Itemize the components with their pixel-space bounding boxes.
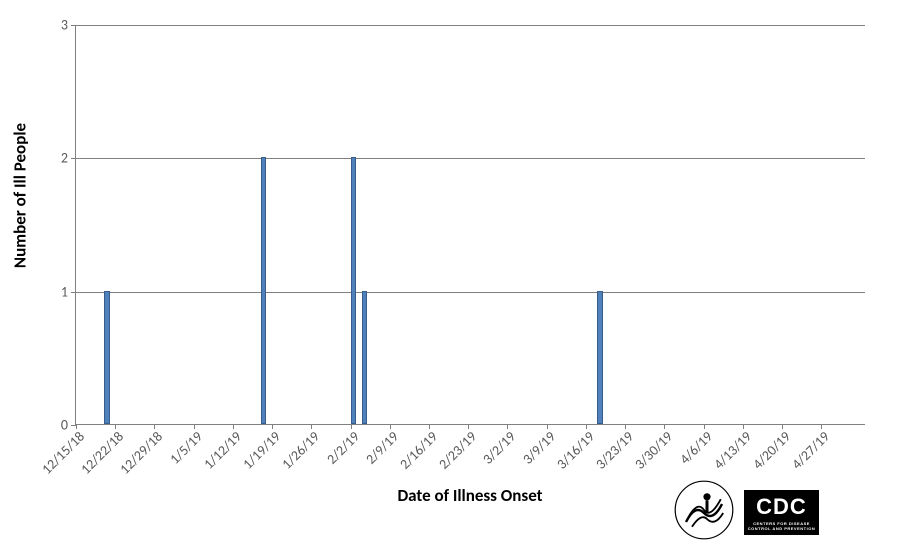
- logos: CDC CENTERS FOR DISEASE CONTROL AND PREV…: [674, 480, 819, 545]
- y-tick-label: 0: [61, 417, 68, 434]
- bar: [104, 291, 110, 424]
- epicurve-chart: 0 1 2 3 12/15/1812/22/1812/29/181/5/191/12/1…: [0, 0, 899, 553]
- x-tick-label: 12/29/18: [117, 428, 167, 478]
- y-tick-label: 1: [61, 283, 68, 300]
- x-tick-label: 3/23/19: [592, 428, 637, 473]
- x-tick-label: 4/20/19: [749, 428, 794, 473]
- x-tick-label: 1/26/19: [279, 428, 324, 473]
- bar: [261, 157, 267, 424]
- x-tick-label: 3/2/19: [480, 428, 520, 468]
- x-tick-label: 3/9/19: [519, 428, 559, 468]
- bar: [362, 291, 368, 424]
- x-tick-label: 3/16/19: [553, 428, 598, 473]
- bar: [351, 157, 357, 424]
- x-tick-label: 12/15/18: [38, 428, 88, 478]
- y-tickmark: [71, 25, 76, 26]
- x-tick-label: 4/6/19: [676, 428, 716, 468]
- y-tick-label: 3: [61, 17, 68, 34]
- cdc-logo-text: CDC: [756, 494, 807, 520]
- y-axis-label: Number of Ill People: [10, 106, 31, 286]
- y-tick-label: 2: [61, 150, 68, 167]
- x-tick-label: 1/5/19: [166, 428, 206, 468]
- x-tick-label: 12/22/18: [77, 428, 127, 478]
- gridline: [76, 25, 865, 26]
- hhs-logo-icon: [674, 480, 734, 545]
- cdc-logo-subtext: CENTERS FOR DISEASE CONTROL AND PREVENTI…: [744, 521, 819, 531]
- gridline: [76, 292, 865, 293]
- plot-area: 012312/15/1812/22/1812/29/181/5/191/12/1…: [75, 25, 865, 425]
- y-tickmark: [71, 158, 76, 159]
- cdc-logo-icon: CDC CENTERS FOR DISEASE CONTROL AND PREV…: [744, 490, 819, 535]
- bar: [597, 291, 603, 424]
- y-tickmark: [71, 292, 76, 293]
- x-tick-label: 1/19/19: [239, 428, 284, 473]
- x-tick-label: 2/16/19: [396, 428, 441, 473]
- gridline: [76, 158, 865, 159]
- x-tick-label: 4/13/19: [710, 428, 755, 473]
- x-tick-label: 2/23/19: [435, 428, 480, 473]
- x-tick-label: 1/12/19: [200, 428, 245, 473]
- x-tick-label: 2/2/19: [323, 428, 363, 468]
- x-tick-label: 4/27/19: [788, 428, 833, 473]
- x-tick-label: 2/9/19: [362, 428, 402, 468]
- x-tick-label: 3/30/19: [632, 428, 677, 473]
